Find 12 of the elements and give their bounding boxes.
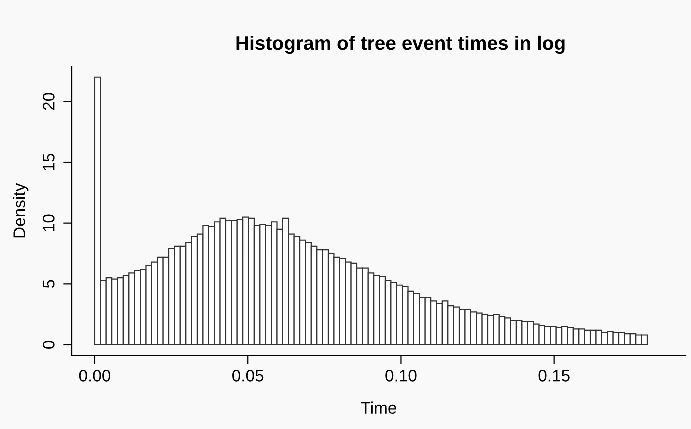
y-tick-label: 20 (43, 93, 55, 110)
y-tick-label: 10 (43, 214, 55, 232)
x-axis-title: Time (361, 402, 396, 414)
y-tick-label: 15 (43, 154, 55, 171)
y-tick-label: 0 (43, 340, 55, 349)
x-tick-label: 0.05 (232, 370, 264, 382)
y-tick-label: 5 (43, 280, 55, 288)
x-tick-label: 0.00 (79, 370, 111, 382)
x-tick-label: 0.15 (538, 370, 570, 382)
x-tick-label: 0.10 (386, 370, 417, 382)
chart-title: Histogram of tree event times in log (236, 36, 565, 54)
y-axis-title: Density (13, 183, 29, 238)
